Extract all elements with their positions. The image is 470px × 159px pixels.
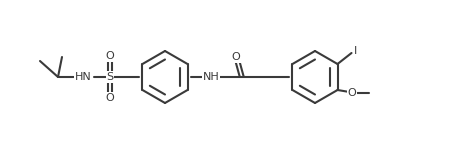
Text: I: I (354, 46, 357, 56)
Text: O: O (106, 51, 114, 61)
Text: NH: NH (203, 72, 219, 82)
Text: O: O (231, 52, 240, 62)
Text: HN: HN (75, 72, 91, 82)
Text: O: O (106, 93, 114, 103)
Text: S: S (106, 72, 114, 82)
Text: O: O (348, 88, 356, 98)
